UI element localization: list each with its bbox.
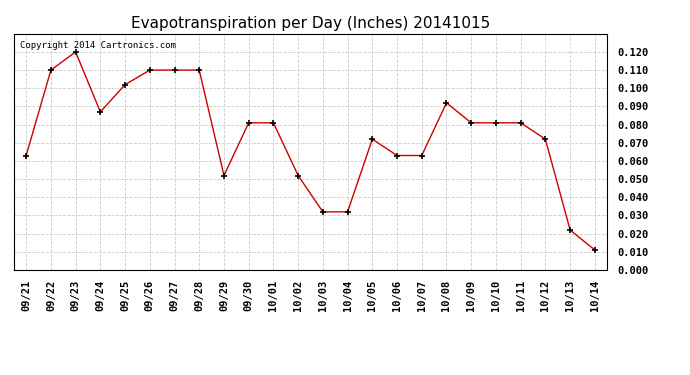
Title: Evapotranspiration per Day (Inches) 20141015: Evapotranspiration per Day (Inches) 2014… [131,16,490,31]
Text: Copyright 2014 Cartronics.com: Copyright 2014 Cartronics.com [20,41,176,50]
